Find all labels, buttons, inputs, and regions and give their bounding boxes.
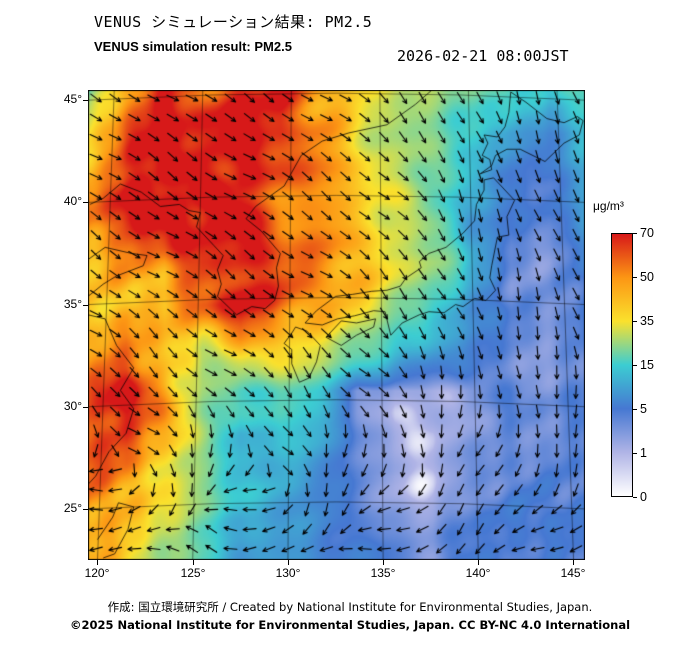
longitude-tick-label: 125° xyxy=(180,566,206,580)
longitude-tick-label: 130° xyxy=(275,566,301,580)
axis-tick-mark xyxy=(383,560,384,565)
latitude-tick-label: 25° xyxy=(63,501,82,515)
colorbar-tick-label: 15 xyxy=(640,358,654,372)
axis-tick-mark xyxy=(83,202,88,203)
latitude-tick-label: 30° xyxy=(63,399,82,413)
axis-tick-mark xyxy=(633,233,637,234)
colorbar-tick-label: 5 xyxy=(640,402,647,416)
longitude-tick-label: 120° xyxy=(84,566,110,580)
page-title-english: VENUS simulation result: PM2.5 xyxy=(94,39,292,54)
axis-tick-mark xyxy=(83,509,88,510)
axis-tick-mark xyxy=(633,321,637,322)
colorbar-tick-label: 50 xyxy=(640,270,654,284)
latitude-tick-label: 40° xyxy=(63,194,82,208)
colorbar-tick-label: 1 xyxy=(640,446,647,460)
colorbar-unit-label: μg/m³ xyxy=(593,199,624,213)
axis-tick-mark xyxy=(633,277,637,278)
axis-tick-mark xyxy=(633,497,637,498)
page-title-japanese: VENUS シミュレーション結果: PM2.5 xyxy=(94,13,373,31)
longitude-tick-label: 140° xyxy=(465,566,491,580)
longitude-tick-label: 145° xyxy=(560,566,586,580)
axis-tick-mark xyxy=(288,560,289,565)
colorbar-tick-label: 0 xyxy=(640,490,647,504)
axis-tick-mark xyxy=(193,560,194,565)
latitude-tick-label: 35° xyxy=(63,297,82,311)
longitude-tick-label: 135° xyxy=(370,566,396,580)
map-area xyxy=(88,90,585,560)
axis-tick-mark xyxy=(573,560,574,565)
axis-tick-mark xyxy=(83,100,88,101)
latitude-tick-label: 45° xyxy=(63,92,82,106)
simulation-datetime: 2026-02-21 08:00JST xyxy=(397,47,569,65)
credit-line: 作成: 国立環境研究所 / Created by National Instit… xyxy=(107,600,593,614)
axis-tick-mark xyxy=(478,560,479,565)
axis-tick-mark xyxy=(97,560,98,565)
copyright-line: ©2025 National Institute for Environment… xyxy=(69,618,631,632)
axis-tick-mark xyxy=(633,453,637,454)
pm25-colorbar xyxy=(611,233,633,497)
colorbar-tick-label: 70 xyxy=(640,226,654,240)
axis-tick-mark xyxy=(633,365,637,366)
axis-tick-mark xyxy=(83,305,88,306)
axis-tick-mark xyxy=(633,409,637,410)
pm25-concentration-map xyxy=(88,90,585,560)
axis-tick-mark xyxy=(83,407,88,408)
colorbar-tick-label: 35 xyxy=(640,314,654,328)
